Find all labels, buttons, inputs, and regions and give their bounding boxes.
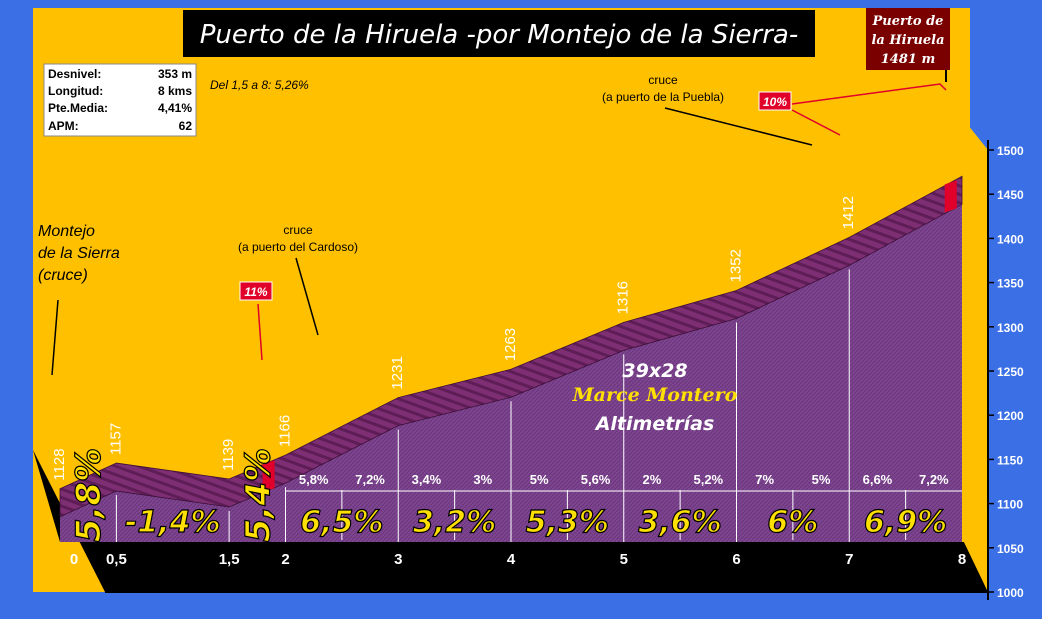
steep-label-box	[758, 91, 792, 111]
x-tick-label: 5	[620, 551, 628, 568]
x-tick-label: 0	[70, 551, 78, 568]
credit-size: 39x28	[622, 360, 687, 382]
cruce-puebla-line1: cruce	[648, 73, 678, 87]
start-pointer	[51, 299, 59, 376]
big-gradient-label: 3,6%	[639, 505, 722, 540]
y-tick-label: 1250	[997, 365, 1024, 379]
profile-surface	[59, 175, 963, 518]
x-tick-label: 0,5	[106, 551, 127, 568]
stat-label-desnivel: Desnivel:	[48, 67, 101, 81]
stat-label-pendiente: Pte.Media:	[48, 101, 108, 115]
steep-label: 11%	[244, 285, 267, 299]
small-gradient-label: 5%	[530, 472, 549, 487]
steep-marker-band	[944, 180, 957, 213]
small-gradient-label: 7,2%	[355, 472, 385, 487]
elevation-label: 1139	[220, 439, 237, 471]
summit-label-line3: 1481 m	[881, 52, 935, 67]
elevation-label: 1231	[389, 356, 406, 389]
small-gradient-label: 5%	[812, 472, 831, 487]
stat-value-longitud: 8 kms	[158, 84, 192, 98]
cruce-puebla-line2: (a puerto de la Puebla)	[602, 90, 724, 104]
start-label-line1: Montejo	[38, 223, 95, 240]
y-tick-label: 1200	[997, 409, 1024, 423]
chart-title: Puerto de la Hiruela -por Montejo de la …	[200, 20, 799, 50]
big-gradient-label: -1,4%	[125, 505, 221, 540]
summit-label-line2: la Hiruela	[871, 33, 944, 48]
big-gradient-label: 6,5%	[300, 505, 383, 540]
steep-marker-band	[262, 460, 275, 493]
stats-box	[43, 63, 197, 137]
y-tick-label: 1350	[997, 277, 1024, 291]
right-wall	[964, 120, 988, 592]
stat-value-pendiente: 4,41%	[158, 101, 192, 115]
small-gradient-label: 7,2%	[919, 472, 949, 487]
elevation-label: 1128	[51, 448, 68, 480]
stat-label-longitud: Longitud:	[48, 84, 103, 98]
elevation-label: 1352	[728, 249, 745, 282]
labels-layer: 1128 1157 1139 1166 1231 1263 1316 1352 1412 11% 1…	[51, 83, 1024, 600]
steep-label-box	[239, 281, 273, 301]
x-tick-label: 1,5	[219, 551, 240, 568]
y-tick-label: 1400	[997, 232, 1024, 246]
credit-subtitle: Altimetrías	[594, 413, 715, 435]
steep-label: 10%	[763, 95, 787, 109]
average-note: Del 1,5 a 8: 5,26%	[210, 78, 309, 92]
elevation-label: 1263	[502, 328, 519, 361]
summit-box	[866, 8, 950, 70]
x-tick-label: 3	[394, 551, 402, 568]
big-gradient-label: 3,2%	[413, 505, 496, 540]
big-gradient-label: 5,4%	[238, 448, 278, 542]
x-tick-label: 7	[845, 551, 853, 568]
small-gradient-label: 3,4%	[412, 472, 442, 487]
x-tick-label: 6	[732, 551, 740, 568]
big-gradient-label: 5,3%	[526, 505, 609, 540]
steep-pointer	[791, 83, 947, 105]
big-gradient-label: 6%	[767, 505, 818, 540]
cruce-cardoso-pointer	[295, 257, 319, 336]
y-tick-label: 1150	[997, 453, 1023, 467]
start-label-line2: de la Sierra	[38, 245, 120, 262]
x-tick-label: 4	[507, 551, 516, 568]
elevation-label: 1412	[840, 196, 857, 229]
small-gradient-label: 7%	[755, 472, 774, 487]
credit-author: Marce Montero	[572, 384, 738, 406]
summit-label-line1: Puerto de	[872, 14, 944, 29]
small-gradient-label: 2%	[643, 472, 662, 487]
x-tick-label: 2	[281, 551, 289, 568]
cruce-puebla-pointer	[664, 107, 813, 146]
y-tick-label: 1300	[997, 321, 1024, 335]
cruce-cardoso-line2: (a puerto del Cardoso)	[238, 240, 358, 254]
x-tick-label: 8	[958, 551, 966, 568]
y-tick-label: 1500	[997, 144, 1024, 158]
start-label-line3: (cruce)	[38, 267, 88, 284]
y-tick-label: 1000	[997, 586, 1024, 600]
small-gradient-label: 5,2%	[693, 472, 723, 487]
elevation-label: 1157	[107, 423, 124, 455]
steep-pointer	[791, 109, 841, 136]
steep-pointer	[257, 303, 263, 361]
floor-panel	[33, 450, 988, 592]
plot-layer	[59, 175, 963, 542]
y-tick-label: 1100	[997, 498, 1023, 512]
small-gradient-label: 5,8%	[299, 472, 329, 487]
small-gradient-label: 6,6%	[863, 472, 893, 487]
y-tick-label: 1050	[997, 542, 1024, 556]
stat-value-desnivel: 353 m	[158, 67, 192, 81]
stat-label-apm: APM:	[48, 119, 79, 133]
small-gradient-label: 5,6%	[581, 472, 611, 487]
small-gradient-label: 3%	[473, 472, 492, 487]
big-gradient-label: 6,9%	[864, 505, 947, 540]
cruce-cardoso-line1: cruce	[283, 223, 313, 237]
elevation-label: 1166	[277, 415, 294, 447]
y-tick-label: 1450	[997, 188, 1024, 202]
big-gradient-label: 5,8%	[69, 448, 109, 542]
elevation-label: 1316	[615, 281, 632, 314]
title-box	[183, 10, 815, 57]
stat-value-apm: 62	[179, 119, 193, 133]
